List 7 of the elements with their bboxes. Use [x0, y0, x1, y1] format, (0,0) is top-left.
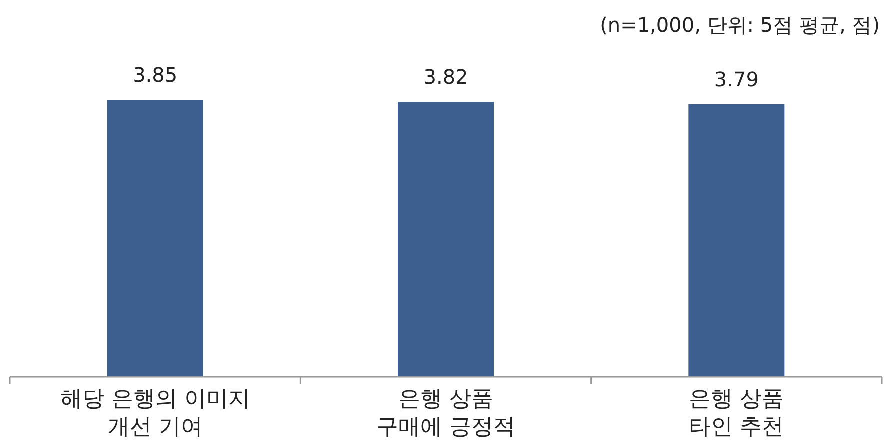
data-label: 3.85 [133, 63, 178, 87]
x-tick-label: 은행 상품 타인 추천 [689, 387, 784, 440]
x-tick-label: 은행 상품 구매에 긍정적 [376, 387, 516, 440]
data-label: 3.79 [714, 67, 759, 92]
x-tick-label: 해당 은행의 이미지 개선 기여 [60, 387, 250, 440]
text: (n=1,000, 단위: 5점 평균, 점) [600, 13, 880, 37]
data-label: 3.82 [424, 65, 468, 90]
